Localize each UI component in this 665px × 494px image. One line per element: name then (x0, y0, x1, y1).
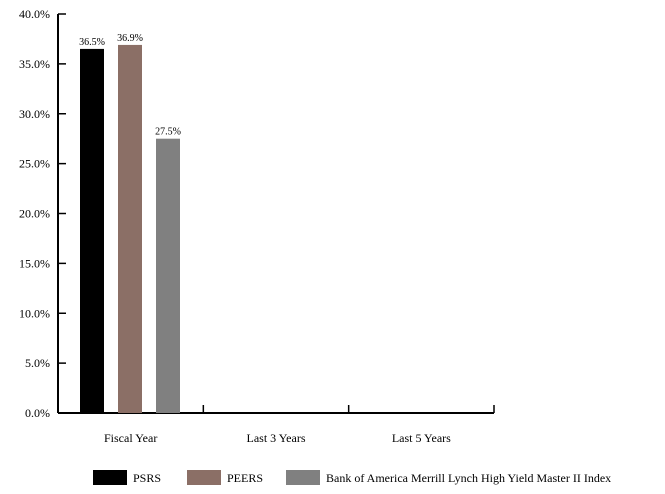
legend-label: PSRS (133, 471, 161, 485)
y-tick-label: 40.0% (19, 7, 50, 21)
x-category-label: Last 3 Years (247, 431, 306, 445)
bar-psrs (80, 48, 104, 413)
y-tick-label: 25.0% (19, 157, 50, 171)
legend: PSRS PEERS Bank of America Merrill Lynch H… (93, 470, 611, 485)
y-tick-label: 35.0% (19, 57, 50, 71)
bars: 36.5% 36.9% 27.5% (79, 33, 181, 414)
data-label: 27.5% (155, 127, 181, 138)
data-label: 36.5% (79, 37, 105, 48)
x-category-label: Last 5 Years (392, 431, 451, 445)
legend-label: Bank of America Merrill Lynch High Yield… (326, 471, 611, 485)
data-label: 36.9% (117, 33, 143, 44)
x-category-label: Fiscal Year (104, 431, 157, 445)
bar-bank-of-america-merrill-lynch-high-yield-master-ii-index (156, 138, 180, 413)
y-axis: 0.0% 5.0% 10.0% 15.0% 20.0% 25.0% 30.0% 35.0% 40… (19, 7, 66, 420)
y-tick-label: 5.0% (25, 356, 50, 370)
legend-swatch (187, 470, 221, 485)
y-tick-label: 30.0% (19, 107, 50, 121)
legend-label: PEERS (227, 471, 263, 485)
y-tick-label: 15.0% (19, 256, 50, 270)
legend-swatch (93, 470, 127, 485)
bar-peers (118, 44, 142, 414)
y-tick-label: 20.0% (19, 207, 50, 221)
y-tick-label: 0.0% (25, 406, 50, 420)
y-tick-label: 10.0% (19, 306, 50, 320)
legend-swatch (286, 470, 320, 485)
